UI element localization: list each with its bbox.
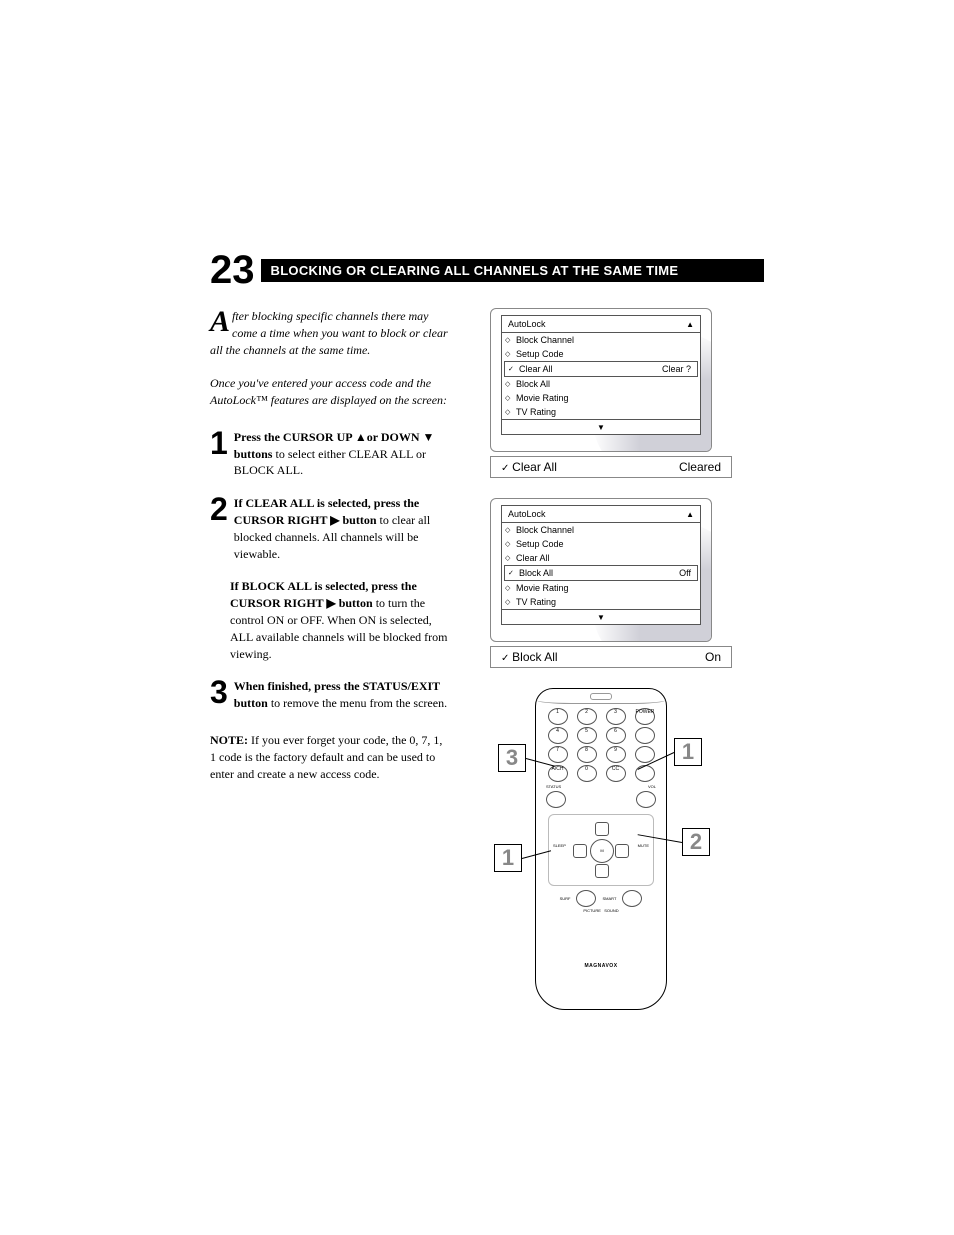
remote-key: 9 [606, 746, 626, 763]
remote-key: A/CH [548, 765, 568, 782]
illustration-column: AutoLock ▲ Block ChannelSetup CodeClear … [490, 308, 764, 1018]
remote-key: 1 [548, 708, 568, 725]
menu-item: Block Channel [502, 333, 700, 347]
menu-item-selected: Clear AllClear ? [504, 361, 698, 377]
intro-p1: fter blocking specific channels there ma… [210, 309, 448, 357]
callout-1: 1 [674, 738, 702, 766]
section-title: BLOCKING OR CLEARING ALL CHANNELS AT THE… [261, 259, 765, 282]
intro-p2: Once you've entered your access code and… [210, 376, 447, 407]
remote-key: 0 [577, 765, 597, 782]
remote-label: SLEEP [553, 843, 566, 848]
menu-item: Setup Code [502, 347, 700, 361]
remote-cursor-up [595, 822, 609, 836]
status-label: Clear All [501, 460, 557, 474]
menu-item: Movie Rating [502, 391, 700, 405]
osd-menu: AutoLock ▲ Block ChannelSetup CodeClear … [501, 315, 701, 435]
dropcap: A [210, 308, 232, 334]
down-arrow-icon: ▼ [597, 423, 605, 432]
menu-header: AutoLock ▲ [502, 316, 700, 333]
step-2: 2 If CLEAR ALL is selected, press the CU… [210, 495, 450, 562]
remote-key: 5 [577, 727, 597, 744]
up-arrow-icon: ▲ [686, 320, 694, 329]
remote-dpad-area: SLEEP MUTE M [548, 814, 654, 886]
menu-title: AutoLock [508, 509, 546, 519]
remote-label: MUTE [638, 843, 649, 848]
remote-key: POWER [635, 708, 655, 725]
step-2b: If BLOCK ALL is selected, press the CURS… [230, 578, 450, 662]
remote-status-button [546, 791, 566, 808]
osd-screen-1: AutoLock ▲ Block ChannelSetup CodeClear … [490, 308, 712, 452]
remote-label: STATUS [546, 784, 561, 789]
remote-vol-button [636, 791, 656, 808]
menu-footer: ▼ [502, 419, 700, 434]
status-value: Cleared [679, 460, 721, 474]
osd-screen-2: AutoLock ▲ Block ChannelSetup CodeClear … [490, 498, 712, 642]
step-number: 3 [210, 678, 228, 712]
remote-numpad: 123 POWER 456 789 A/CH 0 CC [536, 704, 666, 784]
osd-menu: AutoLock ▲ Block ChannelSetup CodeClear … [501, 505, 701, 625]
remote-key: CC [606, 765, 626, 782]
instruction-column: A fter blocking specific channels there … [210, 308, 450, 1018]
menu-header: AutoLock ▲ [502, 506, 700, 523]
menu-item: Clear All [502, 551, 700, 565]
status-label: Block All [501, 650, 558, 664]
remote-dpad: M [575, 824, 627, 876]
down-arrow-icon: ▼ [597, 613, 605, 622]
remote-button [622, 890, 642, 907]
callout-1b: 1 [494, 844, 522, 872]
menu-item-selected: Block AllOff [504, 565, 698, 581]
section-number: 23 [210, 250, 255, 290]
menu-item: Block All [502, 377, 700, 391]
remote-label: PICTURE [583, 908, 601, 913]
remote-key [635, 746, 655, 763]
step-1: 1 Press the CURSOR UP ▲or DOWN ▼ buttons… [210, 429, 450, 479]
note-label: NOTE: [210, 733, 248, 747]
up-arrow-icon: ▲ [686, 510, 694, 519]
menu-item: TV Rating [502, 595, 700, 609]
manual-page: 23 BLOCKING OR CLEARING ALL CHANNELS AT … [0, 0, 954, 1098]
remote-body: 123 POWER 456 789 A/CH 0 CC STATUS VOL SLEEP M… [535, 688, 667, 1010]
remote-label: VOL [648, 784, 656, 789]
remote-key: 3 [606, 708, 626, 725]
step-3: 3 When finished, press the STATUS/EXIT b… [210, 678, 450, 712]
menu-item: TV Rating [502, 405, 700, 419]
remote-cursor-left [573, 844, 587, 858]
remote-cursor-down [595, 864, 609, 878]
remote-bottom-row: SURF SMART [536, 890, 666, 907]
remote-key: 4 [548, 727, 568, 744]
osd-status-2: Block All On [490, 646, 732, 668]
menu-item: Block Channel [502, 523, 700, 537]
remote-brand: MAGNAVOX [536, 963, 666, 969]
remote-button [576, 890, 596, 907]
intro-text: A fter blocking specific channels there … [210, 308, 450, 409]
remote-key: 2 [577, 708, 597, 725]
remote-label: SURF [560, 896, 571, 901]
remote-menu-button: M [590, 839, 614, 863]
note-block: NOTE: If you ever forget your code, the … [210, 732, 450, 782]
step-number: 2 [210, 495, 228, 562]
remote-cursor-right [615, 844, 629, 858]
menu-footer: ▼ [502, 609, 700, 624]
remote-label: SMART [602, 896, 616, 901]
status-value: On [705, 650, 721, 664]
remote-key [635, 727, 655, 744]
callout-2: 2 [682, 828, 710, 856]
remote-key: 8 [577, 746, 597, 763]
remote-key: 6 [606, 727, 626, 744]
step-text: to remove the menu from the screen. [268, 696, 447, 710]
callout-3: 3 [498, 744, 526, 772]
menu-title: AutoLock [508, 319, 546, 329]
osd-status-1: Clear All Cleared [490, 456, 732, 478]
remote-illustration: 123POWER456789A/CH0CC STATUS VOL SLEEP M… [490, 688, 710, 1018]
section-header: 23 BLOCKING OR CLEARING ALL CHANNELS AT … [210, 250, 764, 290]
remote-key: 7 [548, 746, 568, 763]
remote-label: SOUND [604, 908, 618, 913]
menu-item: Movie Rating [502, 581, 700, 595]
step-number: 1 [210, 429, 228, 479]
menu-item: Setup Code [502, 537, 700, 551]
